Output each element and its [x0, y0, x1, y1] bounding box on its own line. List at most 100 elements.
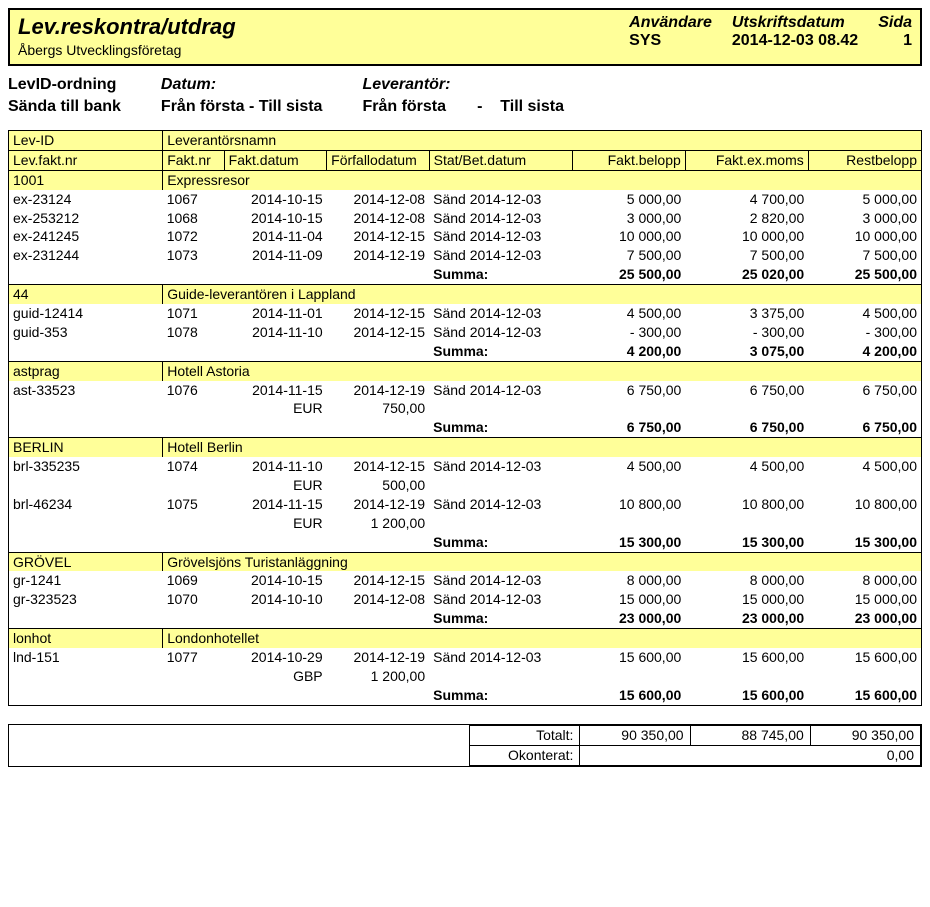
- cell-forfallo: 2014-12-19: [327, 381, 429, 400]
- cell-forfallo: 2014-12-15: [327, 571, 429, 590]
- summa-row: Summa:25 500,0025 020,0025 500,00: [9, 265, 921, 284]
- cell-rest: 7 500,00: [808, 246, 921, 265]
- ledger-table: Lev-ID Leverantörsnamn Lev.fakt.nr Fakt.…: [9, 131, 921, 705]
- cell-rest: 3 000,00: [808, 209, 921, 228]
- supplier-to: Till sista: [500, 98, 564, 115]
- cell-stat: Sänd 2014-12-03: [429, 323, 572, 342]
- cell-forfallo: 2014-12-15: [327, 227, 429, 246]
- cell-belopp: 4 500,00: [573, 457, 686, 476]
- cell-belopp: - 300,00: [573, 323, 686, 342]
- cell-rest: 4 500,00: [808, 304, 921, 323]
- col-faktbelopp: Fakt.belopp: [573, 150, 686, 170]
- cell-forfallo: 2014-12-19: [327, 246, 429, 265]
- summa-rest: 6 750,00: [808, 418, 921, 437]
- cell-stat: Sänd 2014-12-03: [429, 457, 572, 476]
- cell-belopp: 10 800,00: [573, 495, 686, 514]
- col-levid: Lev-ID: [9, 131, 163, 150]
- cell-stat: Sänd 2014-12-03: [429, 246, 572, 265]
- summa-rest: 25 500,00: [808, 265, 921, 284]
- cell-belopp: 15 000,00: [573, 590, 686, 609]
- cell-belopp: 6 750,00: [573, 381, 686, 400]
- header-row-2: Lev.fakt.nr Fakt.nr Fakt.datum Förfallod…: [9, 150, 921, 170]
- summa-row: Summa:15 600,0015 600,0015 600,00: [9, 686, 921, 705]
- col-forfallo: Förfallodatum: [327, 150, 429, 170]
- cell-faktdatum: 2014-11-04: [224, 227, 326, 246]
- cell-exmoms: 3 375,00: [685, 304, 808, 323]
- cell-exmoms: 15 600,00: [685, 648, 808, 667]
- invoice-row: ex-2312410672014-10-152014-12-08Sänd 201…: [9, 190, 921, 209]
- cell-faktnr: 1073: [163, 246, 224, 265]
- supplier-header-row: GRÖVELGrövelsjöns Turistanläggning: [9, 552, 921, 571]
- date-label: Utskriftsdatum: [732, 14, 858, 32]
- currency-row: EUR750,00: [9, 399, 921, 418]
- cell-currency: EUR: [224, 514, 326, 533]
- cell-faktnr: 1074: [163, 457, 224, 476]
- total-label: Totalt:: [470, 725, 580, 745]
- cell-faktdatum: 2014-11-10: [224, 323, 326, 342]
- totals-box: Totalt: 90 350,00 88 745,00 90 350,00 Ok…: [8, 724, 922, 767]
- invoice-row: ex-23124410732014-11-092014-12-19Sänd 20…: [9, 246, 921, 265]
- cell-faktnr: 1075: [163, 495, 224, 514]
- cell-levfaktnr: gr-323523: [9, 590, 163, 609]
- supplier-id: 44: [9, 285, 163, 304]
- filter-col2: Datum: Från första - Till sista: [161, 76, 323, 116]
- cell-rest: 8 000,00: [808, 571, 921, 590]
- invoice-row: ex-24124510722014-11-042014-12-15Sänd 20…: [9, 227, 921, 246]
- cell-belopp: 3 000,00: [573, 209, 686, 228]
- summa-exmoms: 3 075,00: [685, 342, 808, 361]
- cell-exmoms: 7 500,00: [685, 246, 808, 265]
- okonterat-label: Okonterat:: [470, 745, 580, 765]
- invoice-row: brl-33523510742014-11-102014-12-15Sänd 2…: [9, 457, 921, 476]
- cell-rest: 15 600,00: [808, 648, 921, 667]
- cell-rest: 4 500,00: [808, 457, 921, 476]
- cell-currency: GBP: [224, 667, 326, 686]
- cell-forfallo: 2014-12-15: [327, 457, 429, 476]
- supplier-header-row: astpragHotell Astoria: [9, 361, 921, 380]
- cell-forfallo: 2014-12-19: [327, 495, 429, 514]
- cell-rest: 15 000,00: [808, 590, 921, 609]
- total-row: Totalt: 90 350,00 88 745,00 90 350,00: [9, 725, 921, 745]
- okonterat-row: Okonterat: 0,00: [9, 745, 921, 765]
- report-header: Lev.reskontra/utdrag Åbergs Utvecklingsf…: [8, 8, 922, 66]
- cell-exmoms: 2 820,00: [685, 209, 808, 228]
- summa-label: Summa:: [429, 686, 572, 705]
- cell-levfaktnr: lnd-151: [9, 648, 163, 667]
- currency-row: GBP1 200,00: [9, 667, 921, 686]
- ledger-table-wrap: Lev-ID Leverantörsnamn Lev.fakt.nr Fakt.…: [8, 130, 922, 706]
- supplier-name: Expressresor: [163, 170, 921, 189]
- supplier-header-row: lonhotLondonhotellet: [9, 629, 921, 648]
- header-row-1: Lev-ID Leverantörsnamn: [9, 131, 921, 150]
- summa-exmoms: 23 000,00: [685, 609, 808, 628]
- cell-stat: Sänd 2014-12-03: [429, 227, 572, 246]
- supplier-name: Guide-leverantören i Lappland: [163, 285, 921, 304]
- cell-faktdatum: 2014-10-15: [224, 209, 326, 228]
- currency-row: EUR1 200,00: [9, 514, 921, 533]
- cell-faktdatum: 2014-11-15: [224, 381, 326, 400]
- cell-faktnr: 1077: [163, 648, 224, 667]
- summa-exmoms: 15 300,00: [685, 533, 808, 552]
- filter-col1: LevID-ordning Sända till bank: [8, 76, 121, 116]
- col-levfaktnr: Lev.fakt.nr: [9, 150, 163, 170]
- invoice-row: brl-4623410752014-11-152014-12-19Sänd 20…: [9, 495, 921, 514]
- summa-rest: 4 200,00: [808, 342, 921, 361]
- summa-exmoms: 6 750,00: [685, 418, 808, 437]
- cell-exmoms: 8 000,00: [685, 571, 808, 590]
- cell-exmoms: 10 000,00: [685, 227, 808, 246]
- cell-stat: Sänd 2014-12-03: [429, 209, 572, 228]
- cell-faktnr: 1068: [163, 209, 224, 228]
- supplier-from: Från första: [362, 98, 446, 115]
- supplier-id: lonhot: [9, 629, 163, 648]
- summa-belopp: 6 750,00: [573, 418, 686, 437]
- supplier-id: astprag: [9, 361, 163, 380]
- cell-faktdatum: 2014-10-29: [224, 648, 326, 667]
- user-column: Användare SYS: [629, 14, 712, 58]
- currency-row: EUR500,00: [9, 476, 921, 495]
- cell-currency-amt: 1 200,00: [327, 514, 429, 533]
- supplier-id: GRÖVEL: [9, 552, 163, 571]
- cell-faktnr: 1076: [163, 381, 224, 400]
- col-faktnr: Fakt.nr: [163, 150, 224, 170]
- invoice-row: gr-32352310702014-10-102014-12-08Sänd 20…: [9, 590, 921, 609]
- cell-rest: 5 000,00: [808, 190, 921, 209]
- cell-exmoms: 6 750,00: [685, 381, 808, 400]
- cell-stat: Sänd 2014-12-03: [429, 304, 572, 323]
